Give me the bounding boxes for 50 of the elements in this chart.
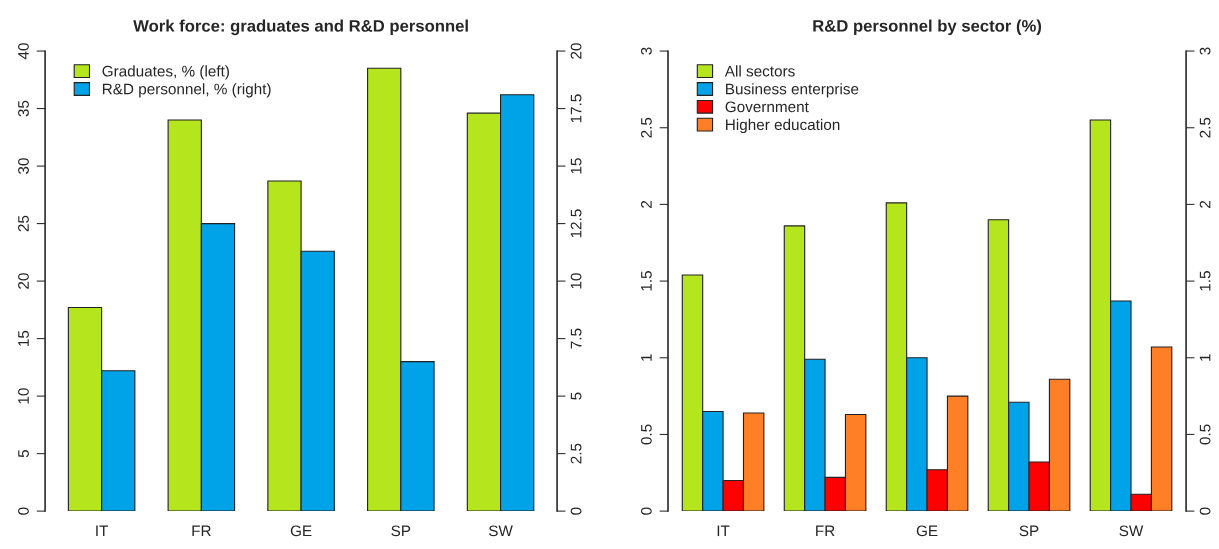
x-tick-label: SW <box>488 525 513 537</box>
y2-tick-label: 2.5 <box>1199 117 1211 138</box>
y-tick-label: 35 <box>18 100 29 117</box>
y2-tick-label: 3 <box>1199 47 1211 55</box>
y2-tick-label: 15 <box>570 158 582 174</box>
y2-tick-label: 2.5 <box>570 443 582 464</box>
x-tick-label: FR <box>816 525 835 537</box>
y2-tick-label: 2 <box>1199 200 1211 208</box>
y-tick-label: 25 <box>18 215 29 232</box>
x-tick-label: SW <box>1119 525 1144 537</box>
y2-tick-label: 10 <box>570 273 582 289</box>
y-tick-label: 1 <box>641 354 652 361</box>
legend-label: All sectors <box>724 65 795 77</box>
y2-tick-label: 12.5 <box>570 209 582 238</box>
y-tick-label: 10 <box>18 388 29 404</box>
legend-label: Higher education <box>726 118 840 134</box>
y-tick-label: 3 <box>640 47 652 55</box>
y-tick-label: 40 <box>18 43 29 60</box>
x-tick-label: SP <box>391 525 411 537</box>
y-tick-label: 0.5 <box>640 424 652 445</box>
y2-tick-label: 1 <box>1199 354 1211 361</box>
x-tick-label: GE <box>290 525 312 537</box>
y-tick-label: 20 <box>18 273 29 289</box>
y2-tick-label: 20 <box>570 43 582 59</box>
y-tick-label: 15 <box>18 330 29 346</box>
y-tick-label: 30 <box>18 158 29 174</box>
y2-tick-label: 0 <box>570 507 582 515</box>
x-tick-label: SP <box>1019 525 1039 537</box>
x-tick-label: GE <box>916 525 938 537</box>
x-tick-label: FR <box>192 525 211 537</box>
chart-title: Work force: graduates and R&D personnel <box>133 19 468 36</box>
x-tick-label: IT <box>717 525 730 537</box>
y2-tick-label: 5 <box>570 392 582 400</box>
y-tick-label: 0 <box>640 507 652 515</box>
y2-tick-label: 0 <box>1199 507 1211 515</box>
y-tick-label: 2 <box>640 200 652 208</box>
y2-tick-label: 17.5 <box>570 94 582 123</box>
y-tick-label: 2.5 <box>640 117 652 138</box>
y2-tick-label: 0.5 <box>1199 424 1211 445</box>
y-tick-label: 0 <box>18 507 29 515</box>
y2-tick-label: 7.5 <box>570 328 582 349</box>
chart-title: R&D personnel by sector (%) <box>813 19 1042 36</box>
legend-label: R&D personnel, % (right) <box>102 83 271 98</box>
y-tick-label: 1.5 <box>641 271 652 291</box>
x-tick-label: IT <box>96 525 109 537</box>
legend-label: Business enterprise <box>726 83 859 98</box>
legend-label: Graduates, % (left) <box>102 65 229 80</box>
y2-tick-label: 1.5 <box>1199 271 1211 291</box>
y-tick-label: 5 <box>18 450 29 458</box>
legend-label: Government <box>725 101 809 113</box>
